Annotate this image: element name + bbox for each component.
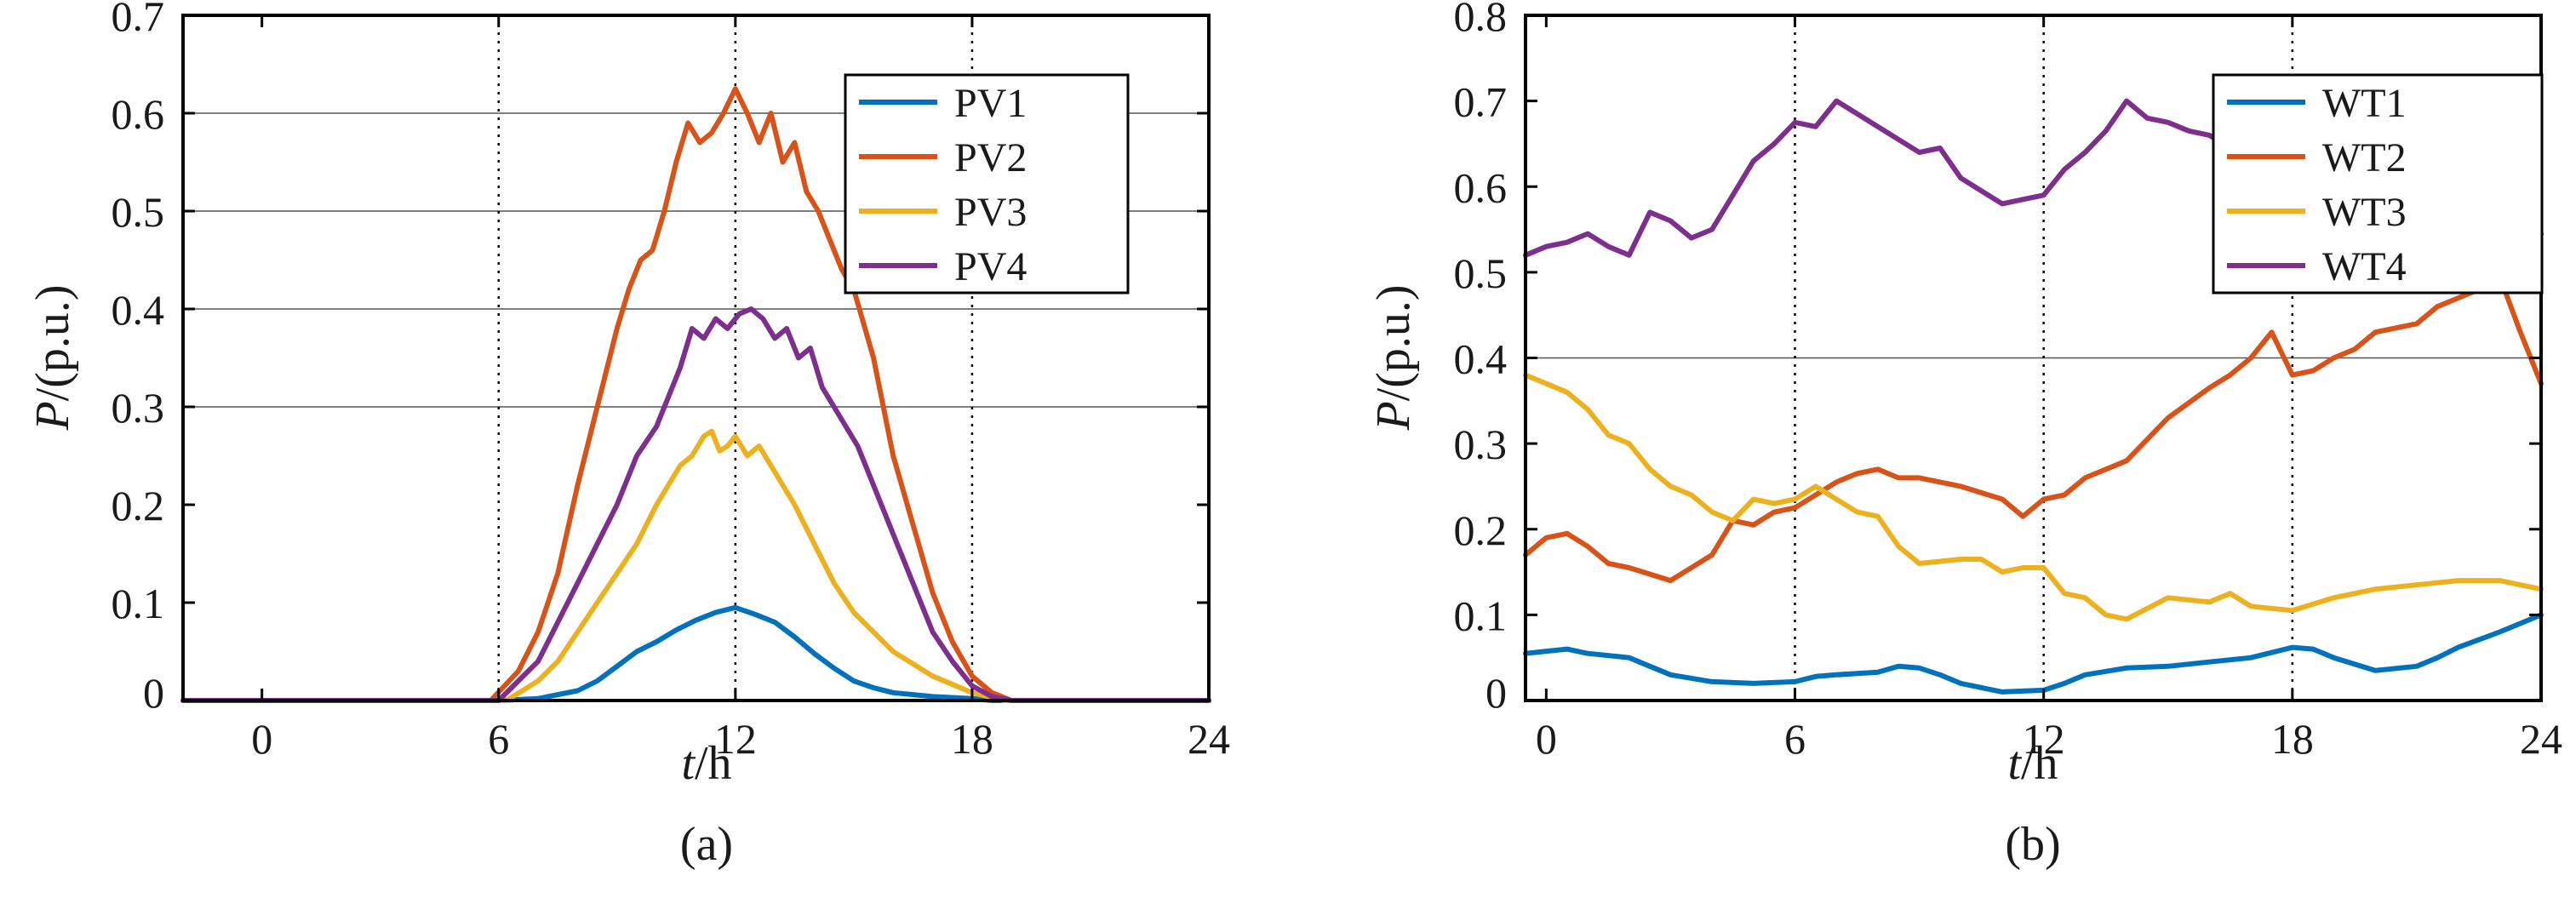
x-tick-label: 18 xyxy=(2271,715,2314,763)
series-line-pv2 xyxy=(180,86,1211,703)
x-tick-label: 12 xyxy=(2023,715,2065,763)
x-tick-label: 24 xyxy=(2520,715,2562,763)
legend-label-wt1: WT1 xyxy=(2322,81,2407,126)
legend-label-wt4: WT4 xyxy=(2322,244,2407,289)
y-tick-label: 0.2 xyxy=(112,482,165,529)
legend-box xyxy=(844,73,1130,295)
y-tick-label: 0.5 xyxy=(1454,249,1508,297)
x-axis-label: t/h xyxy=(2007,737,2058,790)
y-tick-label: 0.3 xyxy=(1454,420,1508,468)
legend-label-pv1: PV1 xyxy=(954,81,1027,126)
legend-label-pv4: PV4 xyxy=(954,244,1027,289)
y-axis-label: P/(p.u.) xyxy=(26,284,79,431)
x-axis-label: t/h xyxy=(681,737,731,790)
legend-label-wt2: WT2 xyxy=(2322,135,2407,180)
x-tick-label: 18 xyxy=(951,715,993,763)
x-tick-label: 0 xyxy=(1536,715,1557,763)
y-tick-label: 0.6 xyxy=(112,90,165,138)
panel-caption: (a) xyxy=(680,818,733,871)
series-line-wt3 xyxy=(1523,372,2544,622)
legend-box xyxy=(2212,73,2544,295)
y-tick-label: 0.5 xyxy=(112,188,165,236)
y-tick-label: 0.2 xyxy=(1454,506,1508,554)
series-line-pv1 xyxy=(180,604,1211,703)
x-tick-label: 12 xyxy=(714,715,757,763)
y-tick-label: 0 xyxy=(1485,669,1507,717)
y-axis-var: P xyxy=(26,401,79,431)
series-line-wt1 xyxy=(1523,612,2544,695)
chart-b: 0 0.1 0.2 0.3 0.4 0.5 0.6 0.7 0.8 0 6 12 18 24 t/h P/(p… xyxy=(1367,0,2562,871)
y-tick-label: 0.1 xyxy=(112,580,165,627)
x-axis-var: t xyxy=(681,737,696,790)
y-axis-unit: /(p.u.) xyxy=(26,284,79,401)
y-tick-label: 0.4 xyxy=(112,286,165,334)
y-tick-label: 0 xyxy=(143,669,164,717)
series-line-pv3 xyxy=(180,428,1211,703)
plot-frame xyxy=(181,14,1211,702)
x-tick-label: 0 xyxy=(251,715,272,763)
y-tick-label: 0.4 xyxy=(1454,335,1508,383)
y-tick-label: 0.7 xyxy=(1454,78,1508,126)
chart-a: 0 0.1 0.2 0.3 0.4 0.5 0.6 0.7 0 6 12 18 24 t/h P/(p.u.… xyxy=(26,0,1230,871)
x-axis-var: t xyxy=(2007,737,2022,790)
y-axis-unit: /(p.u.) xyxy=(1367,284,1420,401)
legend-label-pv3: PV3 xyxy=(954,190,1027,235)
series-line-wt2 xyxy=(1523,273,2544,584)
x-tick-label: 6 xyxy=(488,715,509,763)
y-axis-var: P xyxy=(1367,401,1420,431)
legend-label-wt3: WT3 xyxy=(2322,190,2407,235)
legend: PV1 PV2 PV3 PV4 xyxy=(844,73,1130,295)
legend-label-pv2: PV2 xyxy=(954,135,1027,180)
y-tick-label: 0.7 xyxy=(112,0,165,40)
y-tick-label: 0.8 xyxy=(1454,0,1508,40)
legend: WT1 WT2 WT3 WT4 xyxy=(2212,73,2544,295)
series-line-pv4 xyxy=(180,306,1211,703)
x-tick-label: 24 xyxy=(1188,715,1230,763)
y-tick-label: 0.6 xyxy=(1454,163,1508,211)
panel-caption: (b) xyxy=(2005,818,2060,871)
x-tick-label: 6 xyxy=(1784,715,1806,763)
x-axis-unit: /h xyxy=(695,737,732,790)
y-tick-label: 0.3 xyxy=(112,384,165,432)
x-axis-unit: /h xyxy=(2021,737,2058,790)
y-tick-label: 0.1 xyxy=(1454,592,1508,639)
y-axis-label: P/(p.u.) xyxy=(1367,284,1420,431)
